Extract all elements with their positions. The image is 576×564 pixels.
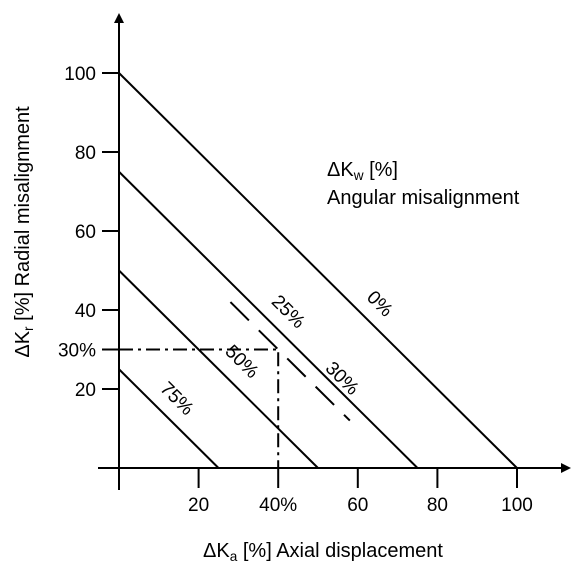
example-label: 30% [321, 358, 363, 400]
example-lines [119, 301, 351, 468]
series-label: 25% [267, 291, 309, 333]
series-label: 0% [362, 287, 396, 321]
y-axis-label: ΔKr [%] Radial misalignment [12, 106, 36, 358]
legend-title: ΔKw [%] [327, 159, 398, 183]
series-line [118, 368, 220, 469]
series-lines [118, 72, 518, 469]
x-axis-label: ΔKa [%] Axial displacement [203, 540, 443, 564]
example-line [229, 301, 351, 422]
series-line [118, 269, 319, 469]
y-tick-label: 60 [75, 222, 96, 243]
series-line [118, 171, 419, 469]
x-tick-label: 60 [347, 495, 368, 516]
y-tick-label: 100 [64, 64, 96, 85]
series-label: 75% [156, 378, 198, 420]
y-tick-label: 30% [58, 341, 96, 362]
axes [98, 13, 571, 490]
x-tick-label: 100 [501, 495, 533, 516]
series-line [118, 72, 518, 469]
y-tick-label: 80 [75, 143, 96, 164]
tick-marks [102, 72, 518, 488]
x-tick-label: 20 [188, 495, 209, 516]
x-tick-label: 40% [259, 495, 297, 516]
x-tick-label: 80 [427, 495, 448, 516]
y-tick-label: 20 [75, 380, 96, 401]
legend-subtitle: Angular misalignment [327, 187, 520, 209]
y-tick-label: 40 [75, 301, 96, 322]
